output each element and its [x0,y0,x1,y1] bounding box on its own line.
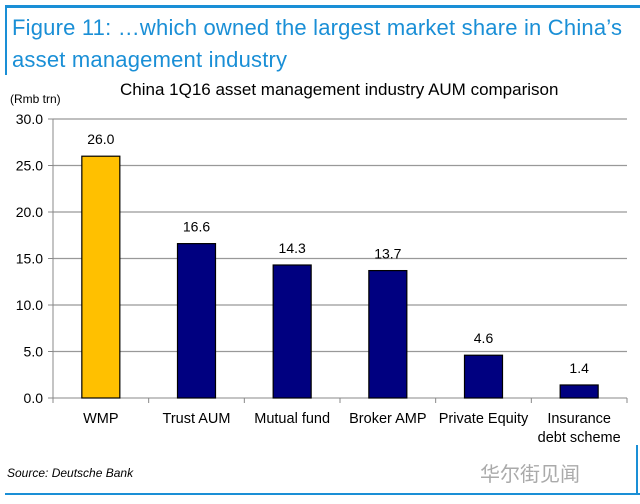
left-border [5,5,7,75]
bottom-border [5,493,640,495]
bar-mutual-fund [272,264,312,399]
bar-private-equity [463,354,504,399]
source-note: Source: Deutsche Bank [7,466,134,480]
data-label: 13.7 [374,246,401,262]
data-label: 4.6 [474,330,494,346]
chart-title: China 1Q16 asset management industry AUM… [120,80,559,99]
y-tick-label: 5.0 [24,344,44,360]
bar-broker-amp [368,269,408,399]
data-label: 1.4 [569,360,589,376]
bar-trust-aum [176,243,217,399]
figure-title: Figure 11: …which owned the largest mark… [12,15,623,72]
y-tick-label: 0.0 [24,390,44,406]
bar-wmp [81,155,121,399]
x-tick-label: debt scheme [538,430,621,446]
y-tick-label: 20.0 [16,204,43,220]
top-border [5,5,640,8]
x-tick-label: Broker AMP [349,411,426,427]
x-tick-label: WMP [83,411,118,427]
watermark: 华尔街见闻 [480,464,580,486]
x-tick-label: Mutual fund [254,411,330,427]
data-label: 16.6 [183,219,210,235]
y-tick-label: 25.0 [16,158,43,174]
data-label: 26.0 [87,131,114,147]
x-tick-label: Insurance [547,411,611,427]
x-tick-label: Private Equity [439,411,529,427]
x-tick-label: Trust AUM [163,411,231,427]
right-border [636,445,638,495]
bar-insurance-debt-scheme [559,384,599,399]
y-axis-unit-label: (Rmb trn) [10,92,61,106]
y-tick-label: 10.0 [16,297,43,313]
y-tick-label: 30.0 [16,111,43,127]
data-label: 14.3 [279,240,306,256]
y-tick-label: 15.0 [16,251,43,267]
